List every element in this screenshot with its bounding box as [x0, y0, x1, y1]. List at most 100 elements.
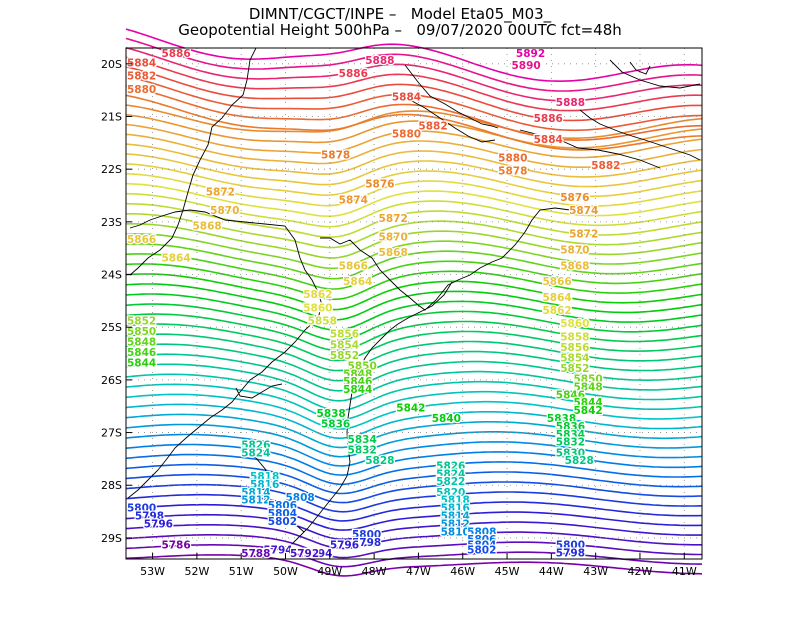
axis-ticks: 20S 21S 22S 23S 24S 25S 26S 27S 28S 29S 53W 52W 51W 5…	[101, 58, 697, 578]
contour-label: 5836	[556, 421, 585, 433]
contour-label: 5800	[556, 539, 585, 551]
contour-label: 5846	[343, 376, 372, 388]
contour-labels: 5892589058885888588658865886588458845884…	[126, 47, 622, 561]
lon-tick-label: 45W	[495, 565, 520, 578]
contour-label: 5828	[565, 455, 594, 467]
contour-label: 5820	[436, 487, 465, 499]
contour-line	[125, 263, 703, 301]
contour-line	[125, 232, 703, 270]
contour-line	[125, 113, 703, 149]
contour-label: 5828	[365, 455, 394, 467]
contour-label: 5800	[352, 529, 381, 541]
contour-line	[125, 544, 702, 568]
contour-label: 5796	[330, 539, 359, 551]
contour-line	[125, 534, 702, 559]
contour-line	[125, 37, 703, 92]
lat-lon-grid	[126, 48, 702, 559]
contour-label: 5884	[534, 134, 563, 146]
contour-label: 5796	[144, 518, 173, 530]
contour-line	[125, 373, 703, 412]
contour-line	[125, 463, 703, 495]
lat-tick-label: 22S	[101, 163, 122, 176]
title-line-2: Geopotential Height 500hPa – 09/07/2020 …	[178, 21, 622, 39]
contour-lines	[125, 28, 703, 577]
contour-label: 5892	[516, 48, 545, 60]
contour-label: 5818	[250, 471, 279, 483]
lat-tick-label: 27S	[101, 427, 122, 440]
contour-label: 5854	[330, 339, 359, 351]
lon-tick-label: 51W	[229, 565, 254, 578]
contour-label: 5838	[317, 408, 346, 420]
contour-label: 5834	[556, 429, 585, 441]
contour-label: 5868	[379, 247, 408, 259]
contour-label: 5890	[511, 60, 540, 72]
contour-label: 5804	[467, 539, 496, 551]
contour-line	[125, 94, 703, 151]
contour-label: 5872	[379, 213, 408, 225]
lat-tick-label: 24S	[101, 269, 122, 282]
lon-tick-label: 50W	[273, 565, 298, 578]
lon-tick-label: 44W	[539, 565, 564, 578]
contour-label: 5808	[286, 492, 315, 504]
contour-label: 5868	[560, 260, 589, 272]
contour-label: 5878	[498, 165, 527, 177]
contour-label: 5788	[241, 548, 270, 560]
contour-line	[125, 133, 703, 168]
contour-label: 5884	[127, 57, 156, 69]
contour-label: 5800	[127, 503, 156, 515]
contour-label: 5882	[127, 71, 156, 83]
contour-label: 5812	[241, 495, 270, 507]
contour-label: 5792	[290, 548, 319, 560]
contour-label: 5870	[210, 205, 239, 217]
contour-line	[125, 253, 703, 290]
contour-label: 5824	[241, 447, 270, 459]
contour-label: 5862	[542, 305, 571, 317]
contour-line	[125, 123, 703, 159]
contour-line	[125, 75, 703, 132]
contour-label: 5852	[330, 350, 359, 362]
contour-line	[125, 182, 703, 218]
contour-label: 5874	[339, 194, 368, 206]
coastline	[127, 47, 701, 553]
lat-tick-label: 28S	[101, 479, 122, 492]
contour-line	[125, 423, 703, 458]
contour-label: 5882	[418, 121, 447, 133]
contour-line	[125, 104, 703, 139]
contour-line	[125, 333, 703, 372]
plot-frame	[125, 47, 703, 560]
contour-label: 5786	[161, 539, 190, 551]
contour-label: 5814	[241, 487, 270, 499]
contour-line	[125, 433, 703, 467]
contour-label: 5864	[343, 276, 372, 288]
lon-tick-label: 42W	[628, 565, 653, 578]
contour-label: 5842	[396, 402, 425, 414]
contour-label: 5866	[339, 260, 368, 272]
lat-tick-label: 21S	[101, 110, 122, 123]
contour-label: 5876	[365, 179, 394, 191]
contour-line	[125, 453, 703, 486]
contour-label: 5856	[560, 342, 589, 354]
contour-label: 5862	[303, 289, 332, 301]
contour-label: 5888	[365, 55, 394, 67]
contour-label: 5876	[560, 192, 589, 204]
lon-tick-label: 53W	[140, 565, 165, 578]
contour-label: 5872	[569, 229, 598, 241]
contour-label: 5848	[343, 368, 372, 380]
contour-line	[125, 65, 702, 122]
contour-label: 5856	[330, 329, 359, 341]
contour-line	[125, 403, 703, 440]
coastline-path	[127, 47, 701, 553]
contour-label: 5874	[569, 205, 598, 217]
lat-tick-label: 26S	[101, 374, 122, 387]
contour-label: 5808	[467, 526, 496, 538]
contour-label: 5846	[127, 347, 156, 359]
contour-label: 5802	[268, 516, 297, 528]
contour-line	[125, 293, 703, 331]
contour-line	[125, 554, 703, 577]
contour-label: 5848	[574, 381, 603, 393]
lat-tick-label: 23S	[101, 216, 122, 229]
contour-label: 5816	[250, 479, 279, 491]
contour-line	[125, 163, 703, 198]
contour-label: 5888	[556, 97, 585, 109]
